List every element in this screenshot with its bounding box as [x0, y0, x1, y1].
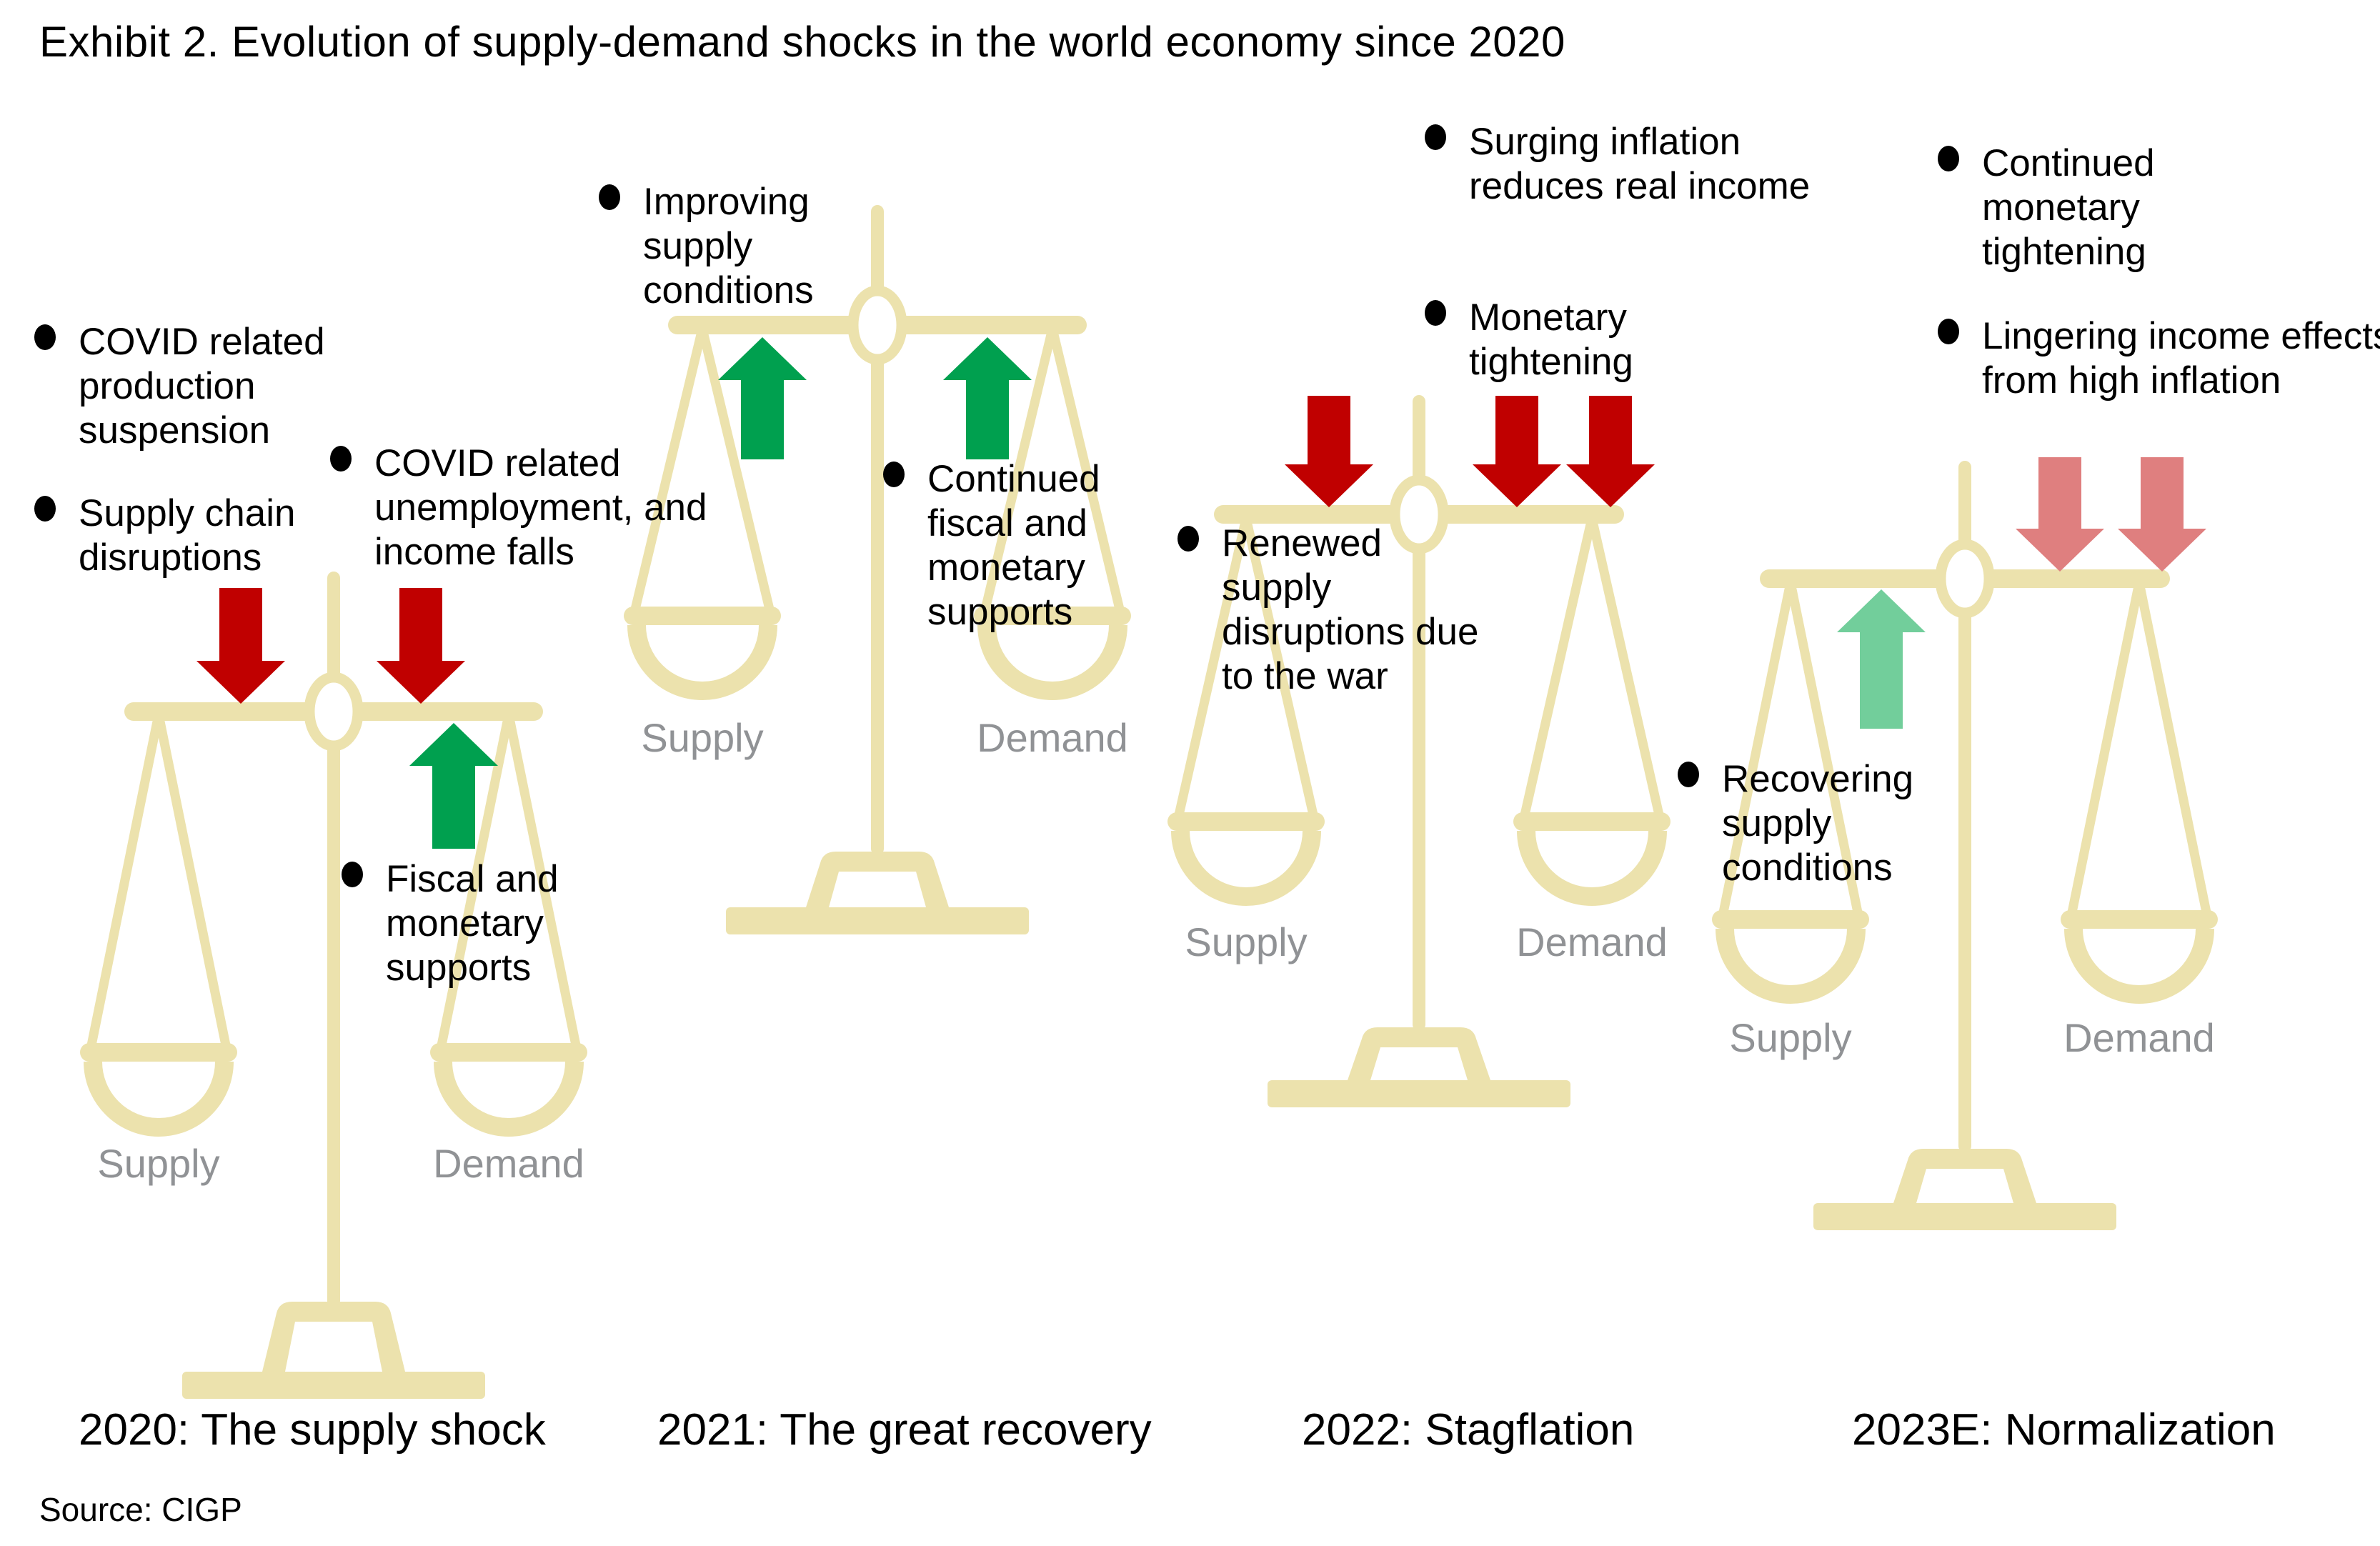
supply-up-arrow-icon [1837, 589, 1926, 729]
bullet-icon [34, 324, 56, 350]
bullet-icon [883, 462, 905, 487]
demand-label-2023: Demand [2063, 1015, 2215, 1060]
scale-base [1813, 1203, 2116, 1230]
supply-label-2022: Supply [1185, 919, 1308, 964]
pivot-icon [1389, 474, 1449, 554]
scale-base [1268, 1080, 1570, 1107]
demand-up-arrow-icon [943, 337, 1032, 459]
bullet-icon [1938, 319, 1959, 344]
bullet-text: COVID related production suspension [79, 321, 325, 452]
bullet-text: Recovering supply conditions [1722, 758, 1914, 889]
bullet-item: Monetary tightening [1425, 296, 1726, 384]
supply-label-2021: Supply [641, 715, 764, 760]
demand-down-arrow-icon [377, 588, 465, 704]
pivot-icon [1935, 539, 1995, 619]
supply-down-arrow-icon [1285, 396, 1373, 507]
caption-2020: 2020: The supply shock [79, 1405, 546, 1455]
demand-label-2022: Demand [1516, 919, 1668, 964]
caption-2023: 2023E: Normalization [1852, 1405, 2276, 1455]
caption-2021: 2021: The great recovery [657, 1405, 1152, 1455]
pivot-icon [304, 672, 364, 752]
bullet-icon [330, 446, 352, 472]
bullet-text: Improving supply conditions [643, 181, 814, 311]
demand-label-2020: Demand [433, 1141, 584, 1186]
supply-up-arrow-icon [718, 337, 807, 459]
bullet-item: Improving supply conditions [599, 180, 886, 313]
demand-pan [977, 624, 1127, 700]
bullet-icon [599, 184, 620, 210]
supply-label-2020: Supply [97, 1141, 220, 1186]
bullet-text: Monetary tightening [1469, 296, 1633, 383]
caption-2022: 2022: Stagflation [1302, 1405, 1635, 1455]
bullet-text: COVID related unemployment, and income f… [374, 442, 707, 573]
demand-pan [434, 1061, 584, 1137]
bullet-icon [34, 496, 56, 522]
bullet-text: Continued fiscal and monetary supports [927, 458, 1100, 633]
supply-pan [1716, 928, 1866, 1004]
bullet-item: Renewed supply disruptions due to the wa… [1177, 522, 1479, 699]
bullet-item: COVID related production suspension [34, 320, 364, 453]
supply-label-2023: Supply [1729, 1015, 1852, 1060]
bullet-item: Fiscal and monetary supports [342, 857, 629, 990]
demand-label-2021: Demand [977, 715, 1128, 760]
scale-base [182, 1372, 485, 1399]
supply-pan [1171, 830, 1321, 906]
balance-scale-2020 [80, 572, 587, 1399]
bullet-text: Continued monetary tightening [1982, 142, 2155, 273]
supply-pan [84, 1061, 234, 1137]
source-note: Source: CIGP [39, 1491, 242, 1528]
bullet-icon [1425, 300, 1446, 326]
demand-up-arrow-icon [409, 723, 498, 849]
bullet-item: Supply chain disruptions [34, 492, 364, 580]
bullet-icon [1177, 526, 1199, 552]
pivot-icon [847, 285, 907, 365]
demand-down-arrow-icon [1473, 396, 1561, 507]
bullet-text: Renewed supply disruptions due to the wa… [1222, 522, 1479, 697]
bullet-text: Supply chain disruptions [79, 492, 296, 579]
bullet-item: Surging inflation reduces real income [1425, 120, 1826, 209]
bullet-text: Fiscal and monetary supports [386, 858, 559, 989]
bullet-text: Lingering income effects from high infla… [1982, 315, 2380, 402]
bullet-icon [1938, 146, 1959, 171]
demand-down-arrow-icon [2016, 457, 2104, 572]
bullet-item: Continued monetary tightening [1938, 141, 2239, 274]
bullet-item: Continued fiscal and monetary supports [883, 457, 1185, 634]
bullet-item: COVID related unemployment, and income f… [330, 442, 789, 574]
page-title: Exhibit 2. Evolution of supply-demand sh… [39, 18, 1565, 66]
supply-down-arrow-icon [196, 588, 285, 704]
bullet-text: Surging inflation reduces real income [1469, 121, 1811, 207]
demand-down-arrow2-icon [1566, 396, 1655, 507]
bullet-icon [1678, 762, 1699, 787]
bullet-item: Lingering income effects from high infla… [1938, 314, 2380, 403]
scale-base [726, 907, 1029, 934]
supply-pan [627, 624, 777, 700]
demand-down-arrow2-icon [2118, 457, 2206, 572]
bullet-icon [1425, 124, 1446, 150]
demand-pan [1517, 830, 1667, 906]
balance-scale-2021 [624, 205, 1131, 934]
balance-scale-2022 [1167, 395, 1671, 1107]
bullet-item: Recovering supply conditions [1678, 757, 1979, 890]
balance-scale-2023 [1712, 461, 2218, 1230]
bullet-icon [342, 862, 363, 887]
demand-pan [2064, 928, 2214, 1004]
